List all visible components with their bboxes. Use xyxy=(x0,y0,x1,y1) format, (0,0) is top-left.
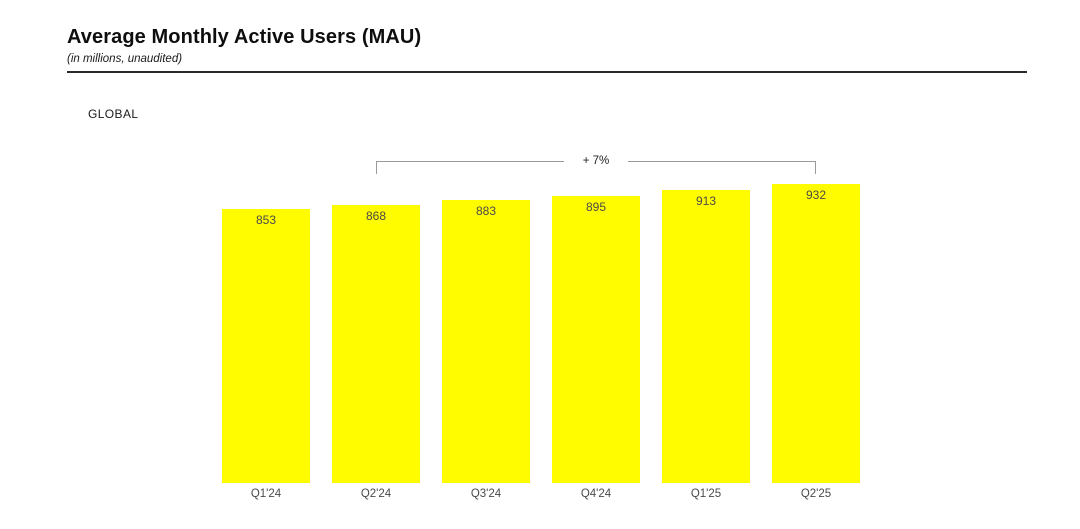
bar-value-label: 883 xyxy=(475,204,497,218)
bar: 895 xyxy=(552,196,640,483)
x-axis-label: Q2'25 xyxy=(800,488,832,500)
bar: 868 xyxy=(332,205,420,483)
section-label-global: GLOBAL xyxy=(88,107,139,121)
x-axis-label: Q1'24 xyxy=(250,488,282,500)
bracket-right-tick xyxy=(815,161,816,174)
header-divider xyxy=(67,71,1027,73)
bracket-line-left xyxy=(376,161,564,162)
bracket-line-right xyxy=(628,161,817,162)
bar-value-label: 895 xyxy=(585,200,607,214)
bar: 883 xyxy=(442,200,530,483)
bar: 932 xyxy=(772,184,860,483)
bar-value-label: 853 xyxy=(255,213,277,227)
bar: 913 xyxy=(662,190,750,483)
x-axis-label: Q4'24 xyxy=(580,488,612,500)
growth-annotation: + 7% xyxy=(582,155,610,167)
bar-value-label: 868 xyxy=(365,209,387,223)
x-axis-label: Q3'24 xyxy=(470,488,502,500)
bar-value-label: 932 xyxy=(805,188,827,202)
chart-title: Average Monthly Active Users (MAU) xyxy=(67,26,422,48)
bracket-left-tick xyxy=(376,161,377,174)
bar: 853 xyxy=(222,209,310,483)
x-axis-label: Q1'25 xyxy=(690,488,722,500)
x-axis-label: Q2'24 xyxy=(360,488,392,500)
chart-subtitle: (in millions, unaudited) xyxy=(67,53,183,65)
bar-value-label: 913 xyxy=(695,194,717,208)
growth-bracket: + 7% xyxy=(376,155,817,174)
